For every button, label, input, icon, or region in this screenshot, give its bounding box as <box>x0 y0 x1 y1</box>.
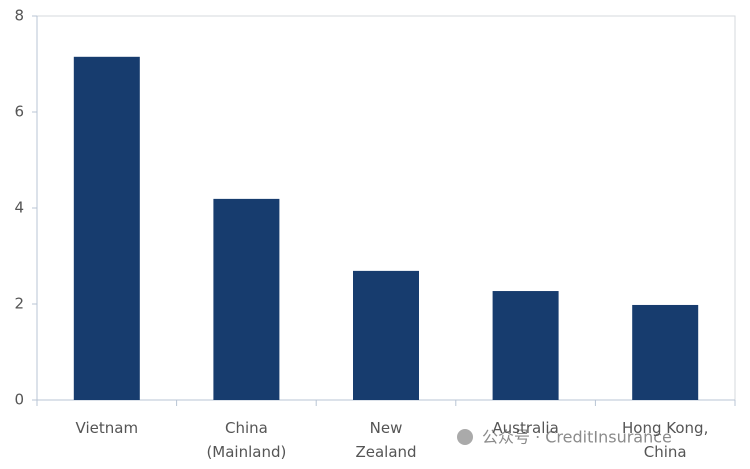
x-tick-label-line: Australia <box>492 419 558 437</box>
x-tick-label: Hong Kong, China <box>622 419 708 461</box>
watermark-text: 公众号 · CreditInsurance <box>482 428 672 447</box>
x-tick-label-line: (Mainland) <box>206 443 286 461</box>
y-tick-label: 0 <box>14 391 24 409</box>
watermark: 公众号 · CreditInsurance <box>457 428 672 447</box>
x-tick-label: Australia <box>492 419 558 437</box>
y-tick-label: 6 <box>14 103 24 121</box>
bar <box>353 270 419 400</box>
bar <box>492 291 559 400</box>
x-tick-label: China (Mainland) <box>206 419 286 461</box>
x-tick-label: New Zealand <box>355 419 416 461</box>
y-tick-label: 8 <box>14 7 24 25</box>
x-tick-label-line: Vietnam <box>76 419 139 437</box>
y-tick-label: 2 <box>14 295 24 313</box>
x-tick-label: Vietnam <box>76 419 139 437</box>
x-tick-label-line: Hong Kong, <box>622 419 708 437</box>
bar <box>632 304 699 400</box>
x-tick-label-line: China <box>225 419 268 437</box>
y-tick-label: 4 <box>14 199 24 217</box>
watermark-icon <box>457 429 473 445</box>
x-tick-label-line: New <box>370 419 403 437</box>
bar <box>213 198 280 400</box>
x-tick-label-line: China <box>644 443 687 461</box>
bar <box>73 56 140 401</box>
x-tick-label-line: Zealand <box>355 443 416 461</box>
